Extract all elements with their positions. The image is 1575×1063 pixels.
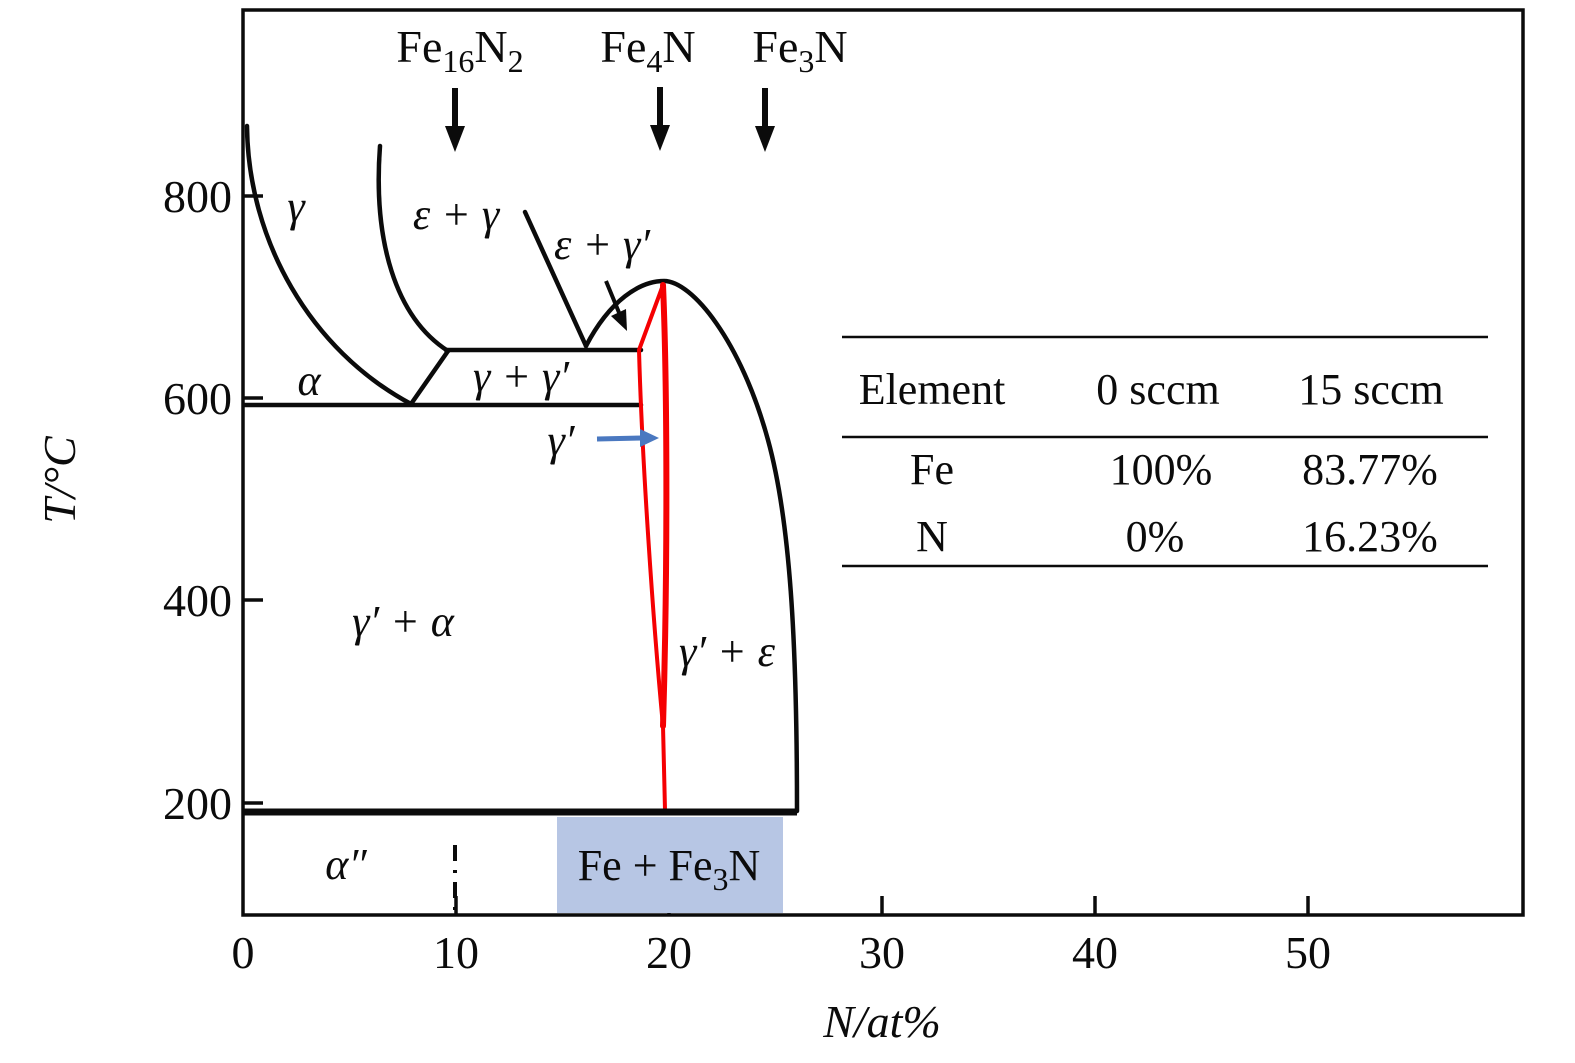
composition-table: Element 0 sccm 15 sccm Fe 100% 83.77% N …: [842, 335, 1488, 568]
fe3n-arrow-icon: [755, 88, 775, 152]
phase-label-eps-gamma: ε + γ: [413, 190, 501, 239]
compound-label-fe4n: Fe4N: [600, 21, 695, 79]
x-axis-title: N/at%: [822, 996, 941, 1047]
x-label-10: 10: [433, 927, 479, 978]
boundary-eps-gammaprime-slant: [522, 209, 589, 349]
x-label-20: 20: [646, 927, 692, 978]
y-axis-ticks: [244, 194, 263, 805]
compound-arrows: [445, 87, 775, 152]
phase-label-alpha-dprime: α″: [325, 840, 367, 889]
y-axis-title: T/°C: [34, 435, 85, 524]
y-label-400: 400: [163, 575, 232, 626]
boundary-eps-gamma-left: [376, 143, 451, 354]
plot-frame: [241, 8, 1525, 917]
x-label-40: 40: [1072, 927, 1118, 978]
phase-label-gammaprime: γ′: [548, 416, 576, 465]
boundary-gamma-gammaprime-slant: [408, 348, 451, 407]
table-header-0sccm: 0 sccm: [1096, 365, 1219, 414]
table-cell-n-15sccm: 16.23%: [1302, 512, 1438, 561]
y-label-200: 200: [163, 778, 232, 829]
table-cell-n: N: [916, 512, 948, 561]
x-label-50: 50: [1285, 927, 1331, 978]
y-label-600: 600: [163, 373, 232, 424]
gammaprime-red-region: [636, 282, 670, 812]
boundary-gammaprime-dome: [583, 278, 800, 814]
x-axis-tick-labels: 0 10 20 30 40 50: [232, 927, 1332, 978]
x-label-30: 30: [859, 927, 905, 978]
phase-label-gammaprime-alpha: γ′ + α: [352, 597, 455, 646]
phase-label-gammaprime-eps: γ′ + ε: [679, 627, 776, 676]
table-cell-fe: Fe: [910, 445, 954, 494]
table-cell-n-0sccm: 0%: [1126, 512, 1185, 561]
x-label-0: 0: [232, 927, 255, 978]
compound-label-fe16n2: Fe16N2: [396, 21, 523, 79]
fe16n2-arrow-icon: [445, 88, 465, 152]
boundary-gamma-alpha: [244, 123, 414, 407]
compound-label-fe3n: Fe3N: [752, 21, 847, 79]
table-header-element: Element: [859, 365, 1006, 414]
phase-label-alpha: α: [297, 356, 321, 405]
phase-boundaries: [241, 123, 800, 814]
red-left-boundary: [636, 283, 667, 812]
table-cell-fe-0sccm: 100%: [1110, 445, 1213, 494]
fe4n-arrow-icon: [650, 87, 670, 151]
red-right-boundary: [660, 282, 670, 729]
table-header-15sccm: 15 sccm: [1298, 365, 1443, 414]
phase-label-gamma-gammaprime: γ + γ′: [473, 352, 570, 401]
gammaprime-blue-pointer-arrow-icon: [596, 429, 659, 447]
eps-gammaprime-pointer-arrow-icon: [604, 280, 627, 331]
y-axis-tick-labels: 800 600 400 200: [163, 171, 232, 829]
highlight-label-fe-fe3n: Fe + Fe3N: [578, 841, 761, 897]
table-cell-fe-15sccm: 83.77%: [1302, 445, 1438, 494]
phase-label-eps-gammaprime: ε + γ′: [554, 220, 651, 269]
fe-fe3n-highlight-box: [557, 817, 783, 913]
phase-label-gamma: γ: [287, 182, 306, 231]
y-label-800: 800: [163, 171, 232, 222]
